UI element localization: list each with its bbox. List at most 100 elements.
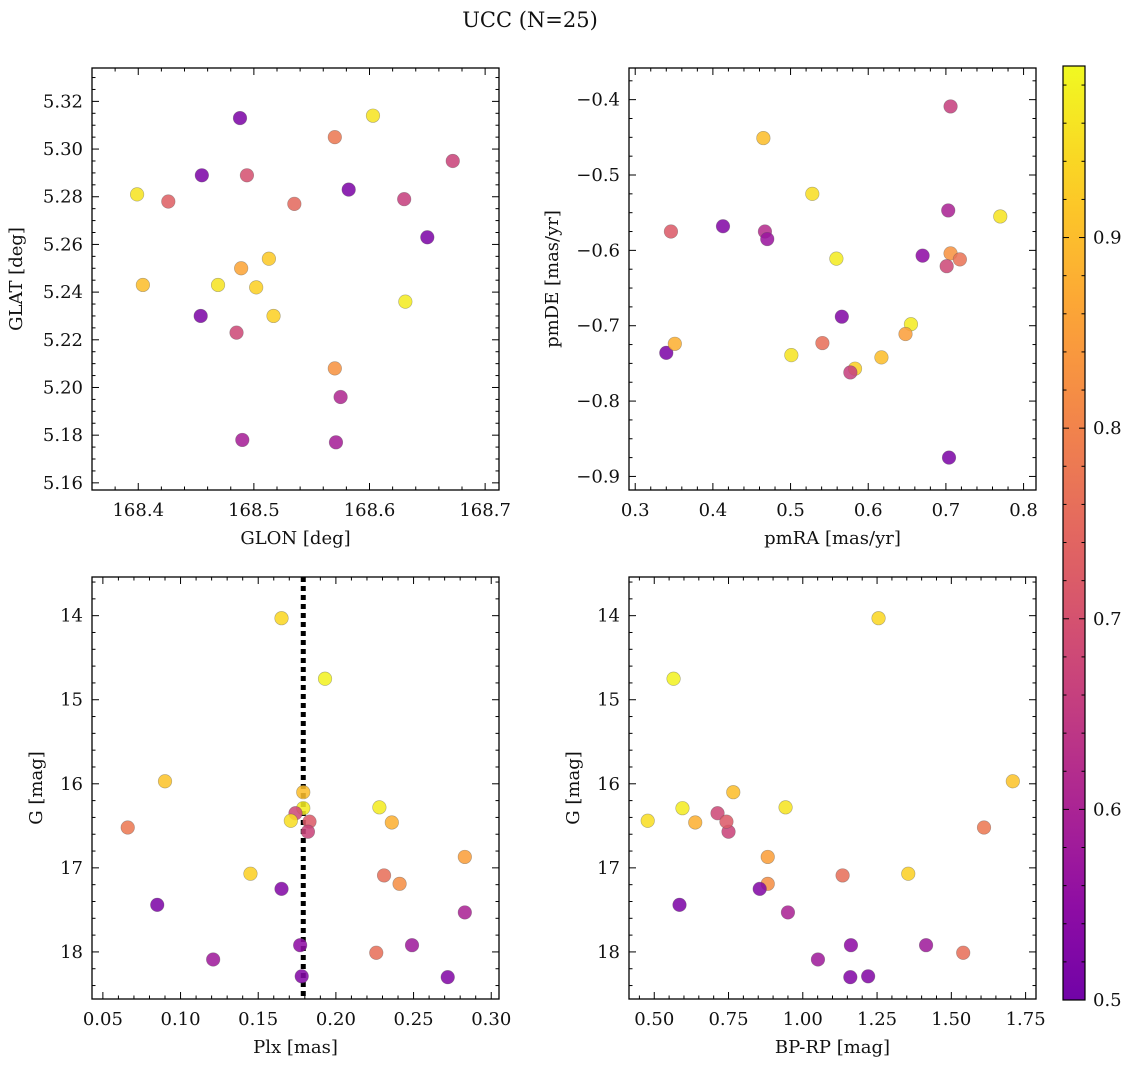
panel-4: 0.50 0.75 1.00 1.25 1.50 1.75 14 15 16 17 18 BP-RP … xyxy=(563,576,1046,1058)
data-point xyxy=(210,277,226,293)
data-point xyxy=(232,110,248,126)
x-tick-label: 0.7 xyxy=(932,500,961,521)
data-point xyxy=(874,350,889,365)
data-point xyxy=(805,186,820,201)
panel-1: 168.4 168.5 168.6 168.7 5.16 5.18 5.20 5.22 5.24… xyxy=(6,67,511,549)
panels: 168.4 168.5 168.6 168.7 5.16 5.18 5.20 5.22 5.24… xyxy=(6,67,1046,1058)
data-point xyxy=(976,820,992,835)
y-tick-label: −0.9 xyxy=(576,466,620,487)
data-point xyxy=(369,945,384,960)
x-tick-label: 168.7 xyxy=(459,500,511,521)
x-tick-label: 0.50 xyxy=(634,1009,674,1030)
y-tick-label: 14 xyxy=(60,606,83,627)
y-tick-label: 5.24 xyxy=(43,282,83,303)
x-tick-label: 1.50 xyxy=(931,1009,971,1030)
data-point xyxy=(688,815,703,830)
data-point xyxy=(666,671,681,686)
x-tick-label: 0.8 xyxy=(1009,500,1038,521)
data-point xyxy=(780,905,796,920)
colorbar-tick-label: 0.9 xyxy=(1093,228,1122,249)
data-point xyxy=(266,308,281,324)
y-tick-label: 17 xyxy=(597,858,620,879)
data-point xyxy=(915,248,930,263)
data-point xyxy=(157,774,173,789)
scatter-points xyxy=(129,108,460,450)
colorbar-tick-label: 0.7 xyxy=(1093,609,1122,630)
data-point xyxy=(274,611,289,626)
data-point xyxy=(300,824,316,839)
data-point xyxy=(941,203,956,218)
data-point xyxy=(810,952,826,967)
data-point xyxy=(898,326,913,342)
data-point xyxy=(365,108,381,123)
data-point xyxy=(327,130,342,145)
y-tick-label: 5.20 xyxy=(43,377,83,398)
data-point xyxy=(835,868,850,883)
axes-frame xyxy=(628,67,1037,491)
data-point xyxy=(829,251,844,266)
data-point xyxy=(440,970,455,985)
y-tick-label: 18 xyxy=(60,942,83,963)
y-tick-label: 5.32 xyxy=(43,91,83,112)
data-point xyxy=(283,813,298,828)
x-tick-label: 168.5 xyxy=(228,500,280,521)
data-point xyxy=(760,231,775,247)
data-point xyxy=(843,970,858,985)
data-point xyxy=(457,849,472,865)
data-point xyxy=(943,99,958,114)
data-point xyxy=(993,209,1008,224)
x-tick-label: 1.00 xyxy=(783,1009,823,1030)
scatter-points xyxy=(640,611,1020,985)
y-tick-label: −0.7 xyxy=(576,316,620,337)
ticks xyxy=(629,577,1036,999)
axes-frame xyxy=(91,67,500,491)
data-point xyxy=(341,182,356,197)
y-tick-label: 5.22 xyxy=(43,330,83,351)
x-tick-label: 0.10 xyxy=(161,1009,201,1030)
data-point xyxy=(333,389,348,405)
scatter-points xyxy=(120,611,472,985)
x-tick-label: 0.15 xyxy=(238,1009,278,1030)
data-point xyxy=(194,168,209,183)
colorbar-tick-label: 0.5 xyxy=(1093,990,1122,1011)
x-tick-label: 0.25 xyxy=(394,1009,434,1030)
data-point xyxy=(659,345,674,360)
data-point xyxy=(726,785,741,800)
axes-frame xyxy=(91,576,500,1000)
y-tick-label: 15 xyxy=(597,690,620,711)
axes-frame xyxy=(628,576,1037,1000)
y-axis-label: pmDE [mas/yr] xyxy=(542,210,563,348)
data-point xyxy=(384,815,399,830)
colorbar: 0.5 0.6 0.7 0.8 0.9 xyxy=(1062,65,1122,1011)
data-point xyxy=(274,881,289,896)
data-point xyxy=(445,153,460,169)
data-point xyxy=(206,952,221,967)
data-point xyxy=(1005,774,1020,789)
data-point xyxy=(640,813,655,828)
ticks xyxy=(92,68,499,490)
y-tick-label: 16 xyxy=(597,774,620,795)
x-tick-label: 0.05 xyxy=(83,1009,123,1030)
data-point xyxy=(756,130,771,146)
data-point xyxy=(120,820,135,835)
data-point xyxy=(760,849,775,865)
y-tick-label: 14 xyxy=(597,606,620,627)
data-point xyxy=(287,196,302,211)
panel-2: 0.3 0.4 0.5 0.6 0.7 0.8 −0.9 −0.8 −0.7 −0.6 −0.5 −0… xyxy=(542,67,1038,549)
x-tick-label: 168.6 xyxy=(344,500,396,521)
x-axis-label: GLON [deg] xyxy=(240,528,350,549)
y-tick-label: −0.8 xyxy=(576,391,620,412)
y-axis-label: G [mag] xyxy=(26,751,47,824)
y-tick-label: 5.16 xyxy=(43,473,83,494)
y-tick-label: 5.26 xyxy=(43,234,83,255)
data-point xyxy=(392,876,407,891)
y-tick-label: −0.5 xyxy=(576,165,620,186)
data-point xyxy=(404,938,420,953)
y-tick-label: −0.6 xyxy=(576,240,620,261)
data-point xyxy=(328,435,344,450)
y-tick-label: −0.4 xyxy=(576,90,620,111)
data-point xyxy=(663,224,679,239)
data-point xyxy=(150,897,165,912)
data-point xyxy=(293,938,308,953)
